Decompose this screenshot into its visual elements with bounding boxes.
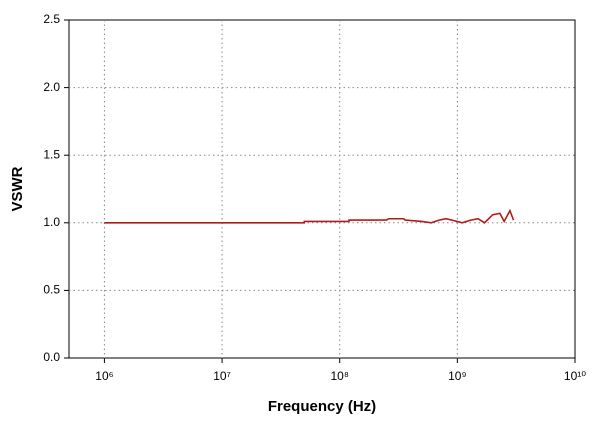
y-tick-label: 2.0 (43, 80, 60, 94)
x-tick-label: 10⁹ (448, 369, 467, 383)
x-tick-label: 10⁷ (213, 369, 231, 383)
y-tick-label: 2.5 (43, 12, 60, 26)
y-tick-label: 1.0 (43, 215, 60, 229)
x-axis-title: Frequency (Hz) (268, 398, 376, 415)
x-tick-label: 10⁸ (330, 369, 348, 383)
x-tick-label: 10¹⁰ (564, 369, 586, 383)
plot-frame (68, 19, 576, 359)
x-tick-label: 10⁶ (95, 369, 113, 383)
y-tick-label: 0.0 (43, 350, 60, 364)
y-tick-label: 1.5 (43, 147, 60, 161)
y-tick-label: 0.5 (43, 283, 60, 297)
data-line (104, 208, 515, 224)
y-axis-title: VSWR (9, 166, 26, 211)
